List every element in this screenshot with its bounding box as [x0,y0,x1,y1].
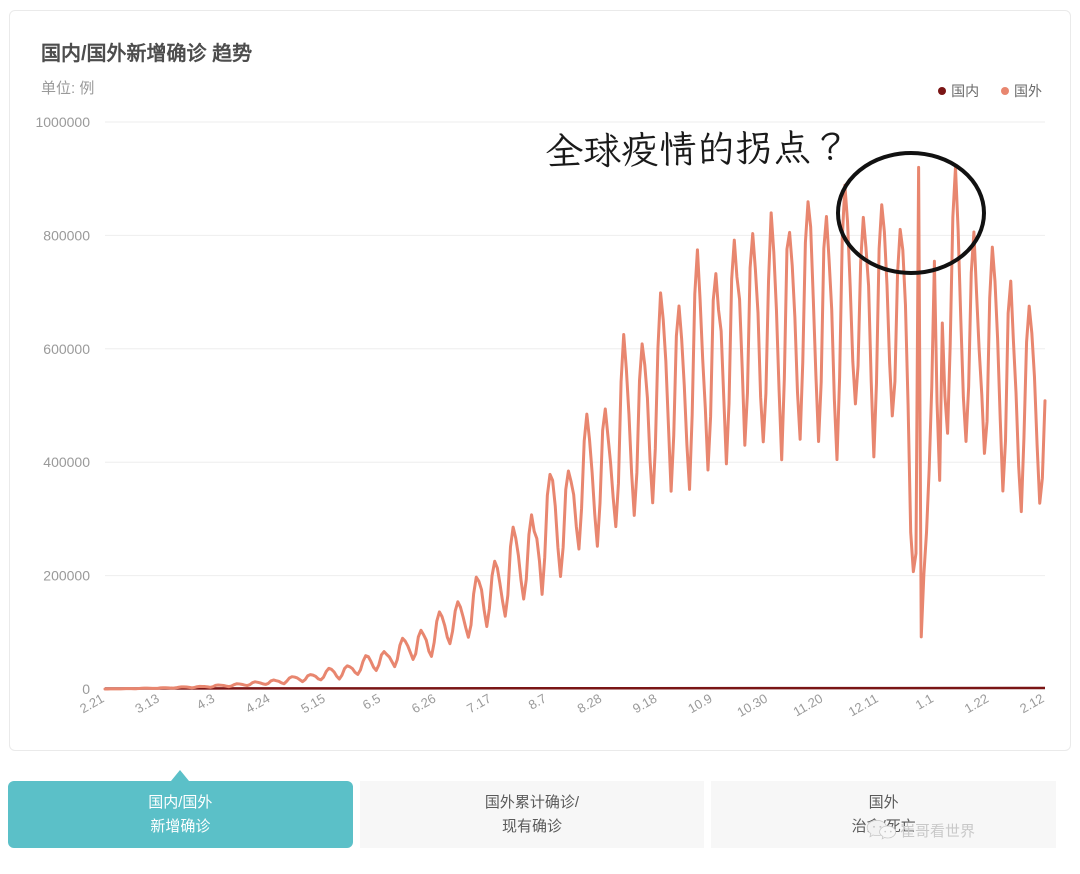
svg-text:11.20: 11.20 [790,691,825,720]
svg-text:12.11: 12.11 [846,691,881,720]
svg-text:4.3: 4.3 [194,691,217,713]
svg-text:1.22: 1.22 [962,691,991,717]
svg-text:4.24: 4.24 [243,691,272,717]
svg-text:7.17: 7.17 [464,691,493,717]
svg-text:800000: 800000 [43,227,90,243]
svg-text:0: 0 [82,681,90,697]
svg-text:8.28: 8.28 [575,691,604,717]
svg-text:9.18: 9.18 [630,691,659,717]
svg-text:6.5: 6.5 [360,691,383,713]
svg-text:2.12: 2.12 [1017,691,1046,717]
svg-text:8.7: 8.7 [526,691,549,713]
svg-text:200000: 200000 [43,568,90,584]
svg-text:10.9: 10.9 [685,691,714,717]
svg-text:5.15: 5.15 [298,691,327,717]
svg-text:3.13: 3.13 [132,691,161,717]
svg-text:1.1: 1.1 [913,691,936,713]
svg-text:1000000: 1000000 [35,114,90,130]
svg-text:600000: 600000 [43,341,90,357]
svg-text:400000: 400000 [43,454,90,470]
svg-text:6.26: 6.26 [409,691,438,717]
svg-text:10.30: 10.30 [734,691,770,720]
